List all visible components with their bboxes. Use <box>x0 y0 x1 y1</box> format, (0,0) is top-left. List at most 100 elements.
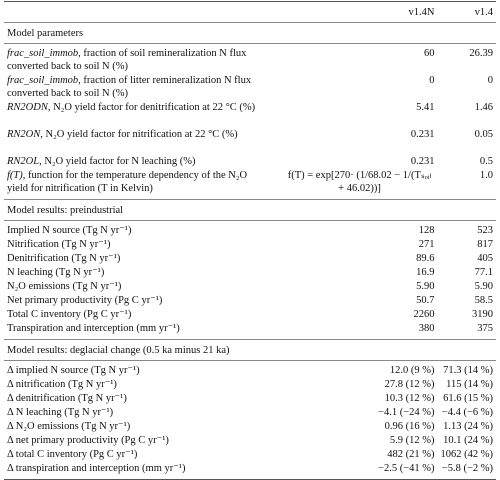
cell-value: −4.1 (−24 %) <box>378 407 435 418</box>
label: Δ N leaching (Tg N yr⁻¹) <box>7 406 113 419</box>
label: Transpiration and interception (mm yr⁻¹) <box>7 322 180 335</box>
value-cell: 0 <box>438 74 497 101</box>
label-text: Transpiration and interception (mm yr⁻¹) <box>7 323 180 334</box>
cell-value: 50.7 <box>416 295 435 306</box>
table-row: Δ nitrification (Tg N yr⁻¹) 27.8 (12 %) 11… <box>4 378 496 392</box>
label: Total C inventory (Pg C yr⁻¹) <box>7 308 131 321</box>
cell-value: 405 <box>477 253 493 264</box>
label-cell: Δ nitrification (Tg N yr⁻¹) <box>4 378 282 392</box>
table-row: N₂O emissions (Tg N yr⁻¹) 5.90 5.90 <box>4 280 496 294</box>
value-cell: 50.7 <box>282 294 438 308</box>
label-cell: Δ N₂O emissions (Tg N yr⁻¹) <box>4 420 282 434</box>
table-row: frac_soil_immob, fraction of soil remine… <box>4 44 496 75</box>
value-cell: 380 <box>282 322 438 340</box>
label-text: Δ total C inventory (Pg C yr⁻¹) <box>7 449 138 460</box>
section-title: Model parameters <box>7 27 84 39</box>
cell-value: 61.6 (15 %) <box>443 393 493 404</box>
value-cell: 375 <box>438 322 497 340</box>
table-row: Δ total C inventory (Pg C yr⁻¹) 482 (21 %… <box>4 448 496 462</box>
table-row: Total C inventory (Pg C yr⁻¹) 2260 3190 <box>4 308 496 322</box>
value-cell: 1.0 <box>438 169 497 200</box>
cell-value: 482 (21 %) <box>387 449 435 460</box>
label: Nitrification (Tg N yr⁻¹) <box>7 238 110 251</box>
label: frac_soil_immob, fraction of soil remine… <box>7 47 269 73</box>
label: Implied N source (Tg N yr⁻¹) <box>7 224 131 237</box>
section-row: Model results: preindustrial <box>4 199 496 221</box>
label: RN2OL, N₂O yield factor for N leaching (… <box>7 155 196 168</box>
value-cell: 27.8 (12 %) <box>282 378 438 392</box>
label-text: , N₂O yield factor for N leaching (%) <box>39 156 196 167</box>
value-cell: 12.0 (9 %) <box>282 361 438 379</box>
value-cell: 482 (21 %) <box>282 448 438 462</box>
column-header: v1.4N <box>408 6 435 18</box>
value-cell: 10.3 (12 %) <box>282 392 438 406</box>
section-row: Model results: deglacial change (0.5 ka … <box>4 339 496 361</box>
value-cell: 77.1 <box>438 266 497 280</box>
table-row: RN2ON, N₂O yield factor for nitrificatio… <box>4 128 496 155</box>
table-row: f(T), function for the temperature depen… <box>4 169 496 200</box>
cell-value: 0.5 <box>479 156 493 167</box>
label: RN2ON, N₂O yield factor for nitrificatio… <box>7 128 238 141</box>
cell-value: 380 <box>418 323 435 334</box>
cell-value: 89.6 <box>416 253 435 264</box>
cell-value: 10.1 (24 %) <box>443 435 493 446</box>
label-cell: Δ N leaching (Tg N yr⁻¹) <box>4 406 282 420</box>
parameter-name: RN2ON <box>7 129 41 140</box>
table-row: Δ transpiration and interception (mm yr⁻… <box>4 462 496 480</box>
label-cell: Denitrification (Tg N yr⁻¹) <box>4 252 282 266</box>
cell-value: 3190 <box>472 309 493 320</box>
value-cell: 5.90 <box>282 280 438 294</box>
label: Δ N₂O emissions (Tg N yr⁻¹) <box>7 420 130 433</box>
value-cell: 0.231 <box>282 128 438 155</box>
label-cell: Δ total C inventory (Pg C yr⁻¹) <box>4 448 282 462</box>
label-cell: RN2ODN, N₂O yield factor for denitrifica… <box>4 101 282 128</box>
label: Δ transpiration and interception (mm yr⁻… <box>7 462 185 475</box>
cell-value: 12.0 (9 %) <box>389 365 435 376</box>
value-cell: 271 <box>282 238 438 252</box>
value-cell: 0 <box>282 74 438 101</box>
value-cell: 71.3 (14 %) <box>438 361 497 379</box>
table-row: Δ N₂O emissions (Tg N yr⁻¹) 0.96 (16 %) 1.… <box>4 420 496 434</box>
label-text: , N₂O yield factor for nitrification at … <box>40 129 238 140</box>
value-cell: 60 <box>282 44 438 75</box>
cell-value: 26.39 <box>469 48 493 59</box>
label: Δ implied N source (Tg N yr⁻¹) <box>7 364 140 377</box>
value-cell: 61.6 (15 %) <box>438 392 497 406</box>
header-cell: v1.4 <box>437 1 496 23</box>
value-cell: 1062 (42 %) <box>438 448 497 462</box>
value-cell: 0.96 (16 %) <box>282 420 438 434</box>
cell-value: 375 <box>477 323 493 334</box>
label: Net primary productivity (Pg C yr⁻¹) <box>7 294 162 307</box>
label-text: Δ net primary productivity (Pg C yr⁻¹) <box>7 435 169 446</box>
label-text: Δ nitrification (Tg N yr⁻¹) <box>7 379 117 390</box>
label-text: N₂O emissions (Tg N yr⁻¹) <box>7 281 122 292</box>
cell-value: 10.3 (12 %) <box>384 393 435 404</box>
label-text: , function for the temperature dependenc… <box>7 170 248 194</box>
label: f(T), function for the temperature depen… <box>7 169 269 195</box>
value-cell: 26.39 <box>438 44 497 75</box>
value-cell: 0.05 <box>438 128 497 155</box>
cell-value: 71.3 (14 %) <box>443 365 493 376</box>
label-text: Total C inventory (Pg C yr⁻¹) <box>7 309 132 320</box>
label-cell: N leaching (Tg N yr⁻¹) <box>4 266 282 280</box>
label: N₂O emissions (Tg N yr⁻¹) <box>7 280 121 293</box>
table-row: RN2ODN, N₂O yield factor for denitrifica… <box>4 101 496 128</box>
table-row: N leaching (Tg N yr⁻¹) 16.9 77.1 <box>4 266 496 280</box>
label-cell: RN2OL, N₂O yield factor for N leaching (… <box>4 155 282 169</box>
value-cell: 16.9 <box>282 266 438 280</box>
label-text: Denitrification (Tg N yr⁻¹) <box>7 253 121 264</box>
label: Denitrification (Tg N yr⁻¹) <box>7 252 120 265</box>
section-cell: Model results: preindustrial <box>4 199 496 221</box>
value-cell: 10.1 (24 %) <box>438 434 497 448</box>
label-text: Δ transpiration and interception (mm yr⁻… <box>7 463 186 474</box>
label-cell: N₂O emissions (Tg N yr⁻¹) <box>4 280 282 294</box>
label-cell: Δ transpiration and interception (mm yr⁻… <box>4 462 282 480</box>
table-row: RN2OL, N₂O yield factor for N leaching (… <box>4 155 496 169</box>
value-cell: 0.5 <box>438 155 497 169</box>
value-cell: f(T) = exp[270· (1/68.02 − 1/(Tₛₒᵢₗ + 46… <box>282 169 438 200</box>
label: N leaching (Tg N yr⁻¹) <box>7 266 104 279</box>
value-cell: 3190 <box>438 308 497 322</box>
section-cell: Model results: deglacial change (0.5 ka … <box>4 339 496 361</box>
label-text: Δ N leaching (Tg N yr⁻¹) <box>7 407 114 418</box>
